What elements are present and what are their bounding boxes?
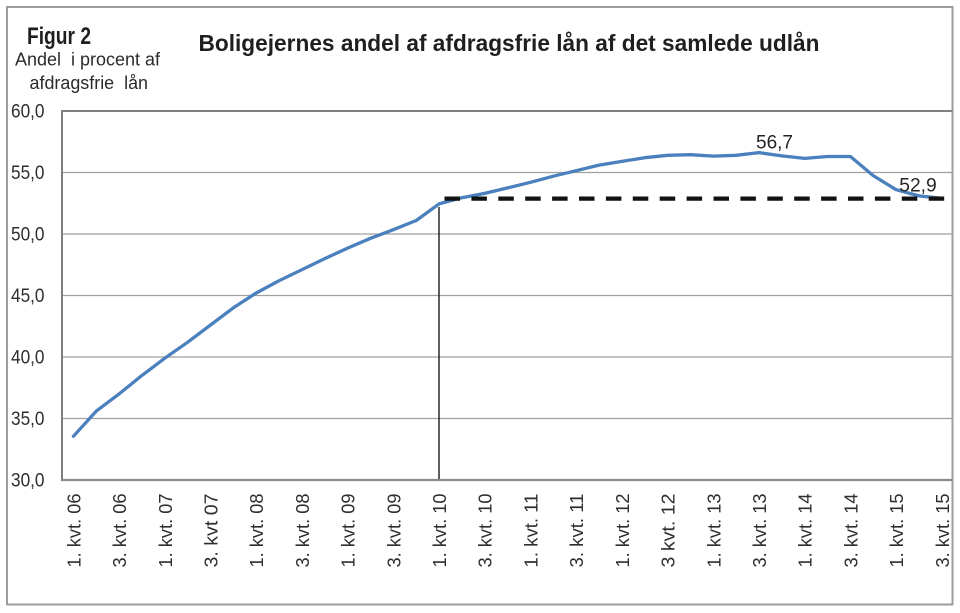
svg-text:3. kvt. 06: 3. kvt. 06 (109, 494, 130, 568)
svg-text:50,0: 50,0 (11, 225, 45, 246)
svg-text:3 kvt. 12: 3 kvt. 12 (658, 494, 679, 568)
svg-text:40,0: 40,0 (11, 348, 45, 369)
svg-text:1. kvt. 10: 1. kvt. 10 (429, 494, 450, 568)
svg-text:60,0: 60,0 (11, 102, 45, 123)
svg-text:45,0: 45,0 (11, 286, 45, 307)
svg-text:52,9: 52,9 (899, 176, 937, 197)
svg-text:Andel i procent af: Andel i procent af (15, 50, 161, 70)
svg-text:1. kvt. 11: 1. kvt. 11 (521, 494, 542, 568)
svg-text:1. kvt. 08: 1. kvt. 08 (246, 494, 267, 568)
svg-text:afdragsfrie lån: afdragsfrie lån (30, 73, 149, 93)
svg-text:35,0: 35,0 (11, 409, 45, 430)
svg-text:3. kvt 07: 3. kvt 07 (201, 494, 222, 568)
svg-text:1. kvt. 09: 1. kvt. 09 (338, 494, 359, 568)
svg-text:Figur 2: Figur 2 (27, 23, 91, 50)
svg-text:1. kvt. 12: 1. kvt. 12 (612, 494, 633, 568)
svg-text:30,0: 30,0 (11, 471, 45, 492)
svg-text:3. kvt. 14: 3. kvt. 14 (840, 494, 861, 568)
svg-text:3. kvt. 10: 3. kvt. 10 (475, 494, 496, 568)
svg-text:1. kvt. 07: 1. kvt. 07 (155, 494, 176, 568)
svg-text:3. kvt. 13: 3. kvt. 13 (749, 494, 770, 568)
svg-text:1. kvt. 14: 1. kvt. 14 (795, 494, 816, 568)
svg-text:3. kvt. 15: 3. kvt. 15 (932, 494, 953, 568)
svg-text:55,0: 55,0 (11, 163, 45, 184)
svg-text:1. kvt. 13: 1. kvt. 13 (703, 494, 724, 568)
svg-text:56,7: 56,7 (756, 132, 793, 153)
svg-text:1. kvt. 15: 1. kvt. 15 (886, 494, 907, 568)
svg-text:3. kvt. 08: 3. kvt. 08 (292, 494, 313, 568)
svg-text:3. kvt. 09: 3. kvt. 09 (383, 494, 404, 568)
svg-text:1. kvt. 06: 1. kvt. 06 (63, 494, 84, 568)
svg-text:Boligejernes andel af afdragsf: Boligejernes andel af afdragsfrie lån af… (199, 30, 820, 56)
svg-text:3. kvt. 11: 3. kvt. 11 (566, 494, 587, 568)
